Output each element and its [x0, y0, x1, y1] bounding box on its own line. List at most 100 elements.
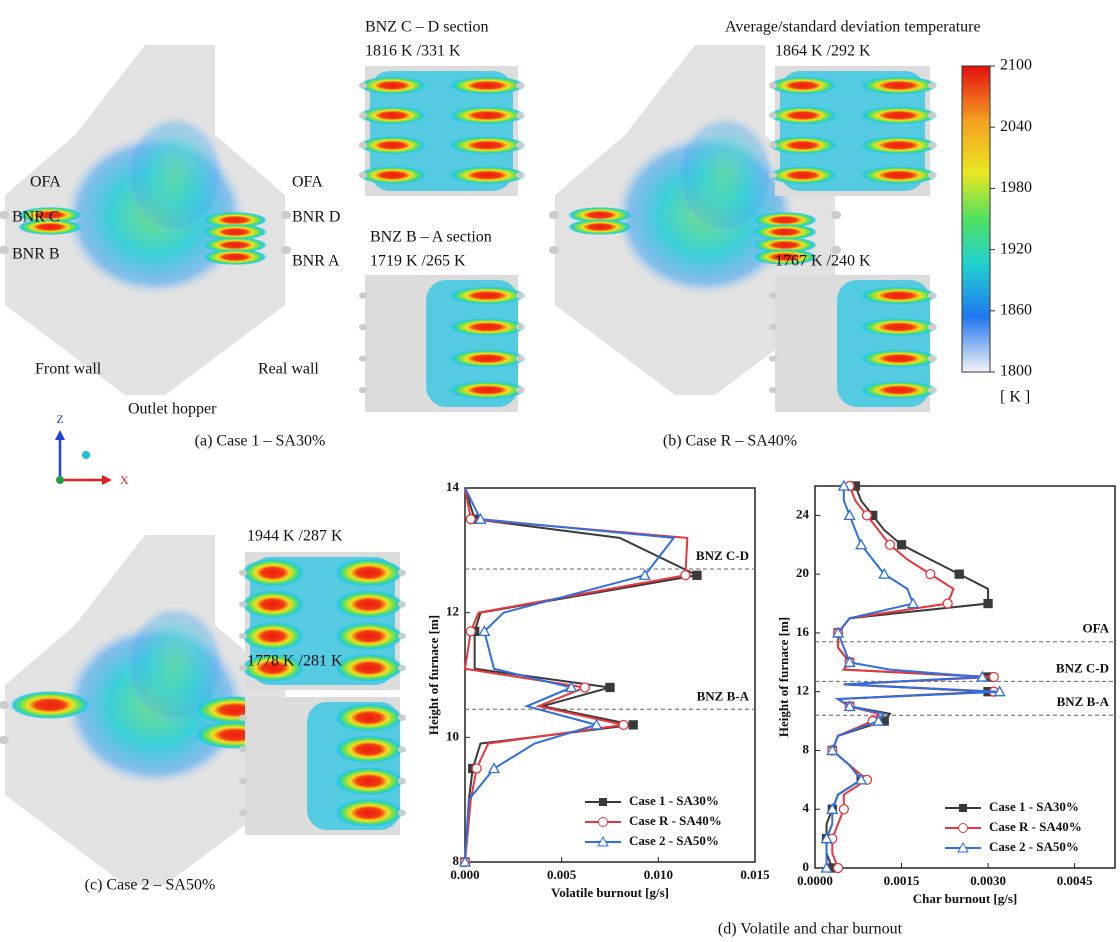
burner	[239, 746, 247, 753]
flame	[860, 166, 938, 185]
burner	[359, 324, 367, 331]
burner	[516, 112, 524, 119]
burner	[398, 601, 406, 608]
marker	[487, 762, 501, 774]
y-tick-label: 12	[446, 604, 459, 619]
x-tick-label: 0.015	[740, 867, 770, 882]
label: Front wall	[35, 361, 102, 378]
burner	[0, 246, 9, 254]
marker	[896, 540, 907, 550]
marker	[976, 670, 989, 682]
burner	[769, 292, 777, 299]
flame	[241, 653, 304, 682]
origin	[82, 451, 90, 459]
marker	[855, 773, 868, 785]
marker	[838, 804, 849, 815]
burner	[928, 112, 936, 119]
flame	[449, 381, 526, 400]
flame	[768, 166, 838, 185]
plot-frame	[464, 487, 756, 863]
flame	[753, 249, 817, 265]
flame	[358, 76, 427, 95]
cool-zone	[307, 702, 400, 830]
burner	[769, 112, 777, 119]
marker	[826, 744, 839, 756]
burner	[398, 664, 406, 671]
y-axis-label: Height of furnace [m]	[426, 615, 441, 735]
colorbar	[961, 65, 991, 373]
reference-label: BNZ B-A	[1057, 694, 1110, 709]
temperature: 1816 K /331 K	[365, 43, 461, 60]
burner	[398, 746, 406, 753]
cool-zone	[780, 71, 925, 191]
flame	[768, 136, 838, 155]
burner	[281, 211, 291, 219]
marker	[861, 510, 873, 521]
marker	[843, 700, 856, 712]
burner	[359, 387, 367, 394]
flame	[334, 798, 404, 827]
cool-zone	[250, 557, 395, 685]
flame	[860, 349, 938, 368]
flame	[358, 166, 427, 185]
reference-label: OFA	[1083, 621, 1110, 636]
flame	[768, 106, 838, 125]
burner	[928, 324, 936, 331]
flame	[203, 237, 267, 253]
burner	[928, 142, 936, 149]
marker	[832, 862, 844, 874]
flame	[860, 136, 938, 155]
marker	[837, 479, 850, 491]
label: OFA	[30, 174, 61, 191]
legend-label: Case 1 - SA30%	[629, 793, 719, 808]
axis-label: X	[120, 473, 129, 487]
burner	[516, 172, 524, 179]
contour-layout	[0, 45, 938, 885]
marker	[680, 570, 691, 581]
caption: (c) Case 2 – SA50%	[85, 877, 216, 894]
marker	[565, 681, 578, 693]
y-tick-label: 12	[796, 683, 809, 698]
marker	[906, 597, 920, 609]
x-tick-label: 0.005	[547, 867, 577, 882]
y-tick-label: 20	[796, 565, 809, 580]
y-tick-label: 8	[453, 853, 460, 868]
burner	[398, 809, 406, 816]
label: Real wall	[258, 361, 319, 378]
burner	[516, 324, 524, 331]
marker	[618, 719, 629, 731]
marker	[843, 509, 856, 521]
reference-label: BNZ B-A	[697, 688, 750, 703]
marker	[993, 685, 1006, 697]
caption: (b) Case R – SA40%	[663, 433, 797, 450]
burner	[281, 246, 291, 254]
legend-label: Case 2 - SA50%	[629, 833, 719, 848]
y-tick-label: 14	[446, 479, 460, 494]
flame	[358, 106, 427, 125]
burner	[239, 664, 247, 671]
y-axis-label: Height of furnace [m]	[776, 617, 791, 737]
flame	[753, 212, 817, 228]
legend-marker	[598, 817, 608, 827]
marker	[872, 714, 885, 726]
flame	[768, 76, 838, 95]
flame	[449, 349, 526, 368]
marker	[465, 514, 476, 525]
x-axis-label: Volatile burnout [g/s]	[551, 885, 669, 900]
burner	[359, 292, 367, 299]
burner	[516, 292, 524, 299]
burner	[769, 355, 777, 362]
flame	[860, 318, 938, 337]
marker	[605, 682, 615, 693]
marker	[458, 855, 472, 867]
burner	[928, 172, 936, 179]
flame	[449, 136, 526, 155]
legend-label: Case R - SA40%	[629, 813, 722, 828]
burner	[398, 569, 406, 576]
burner	[239, 809, 247, 816]
x-tick-label: 0.0015	[884, 873, 920, 888]
colorbar-tick-label: 1800	[1000, 363, 1032, 380]
legend-marker	[958, 823, 968, 833]
burner	[928, 355, 936, 362]
y-tick-label: 8	[803, 741, 810, 756]
